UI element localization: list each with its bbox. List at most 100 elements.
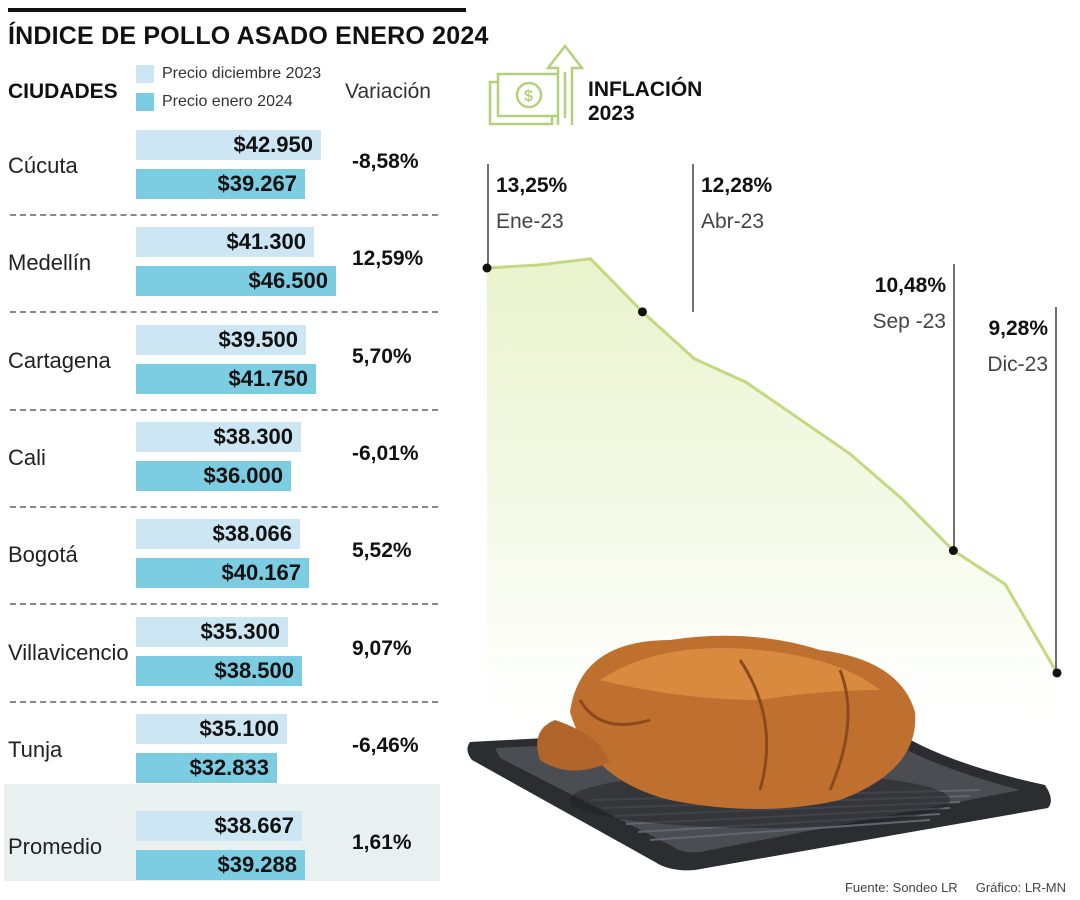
inflation-area-chart: 13,25% Ene-23 12,28% Abr-23 10,48% Sep -23 9,2… <box>467 43 1062 871</box>
bar-label-dec-2023: $39.500 <box>218 326 298 352</box>
bar-jan-2024: $41.750 <box>136 363 316 394</box>
legend-swatch-prev <box>136 65 154 83</box>
bar-label-jan-2024: $36.000 <box>203 462 283 488</box>
legend-item-prev: Precio diciembre 2023 <box>136 60 321 88</box>
city-label: Villavicencio <box>8 639 129 665</box>
bar-dec-2023: $38.300 <box>136 421 301 452</box>
annotation-point <box>1052 668 1062 678</box>
city-label: Cúcuta <box>8 153 78 178</box>
bar-jan-2024: $39.288 <box>136 850 305 881</box>
city-label: Cartagena <box>8 347 111 373</box>
inflation-title-line2: 2023 <box>588 102 635 125</box>
bar-jan-2024: $46.500 <box>136 266 336 297</box>
city-row: Tunja $35.100 $32.833 -6,46% <box>0 713 450 811</box>
chart-title: ÍNDICE DE POLLO ASADO ENERO 2024 <box>8 22 489 50</box>
source-text: Fuente: Sondeo LR <box>844 880 958 895</box>
annotation-point <box>482 263 492 273</box>
row-content: Bogotá $38.066 $40.167 5,52% <box>0 519 450 589</box>
chicken-crease <box>738 659 769 791</box>
row-divider <box>10 311 438 314</box>
variation-value: -6,01% <box>352 441 419 465</box>
city-row: Medellín $41.300 $46.500 12,59% <box>0 227 450 324</box>
bar-label-dec-2023: $35.300 <box>200 618 280 644</box>
bar-label-jan-2024: $46.500 <box>248 268 328 294</box>
legend-label-prev: Precio diciembre 2023 <box>162 65 322 82</box>
row-divider <box>10 505 438 508</box>
row-divider <box>10 408 438 411</box>
city-row: Cartagena $39.500 $41.750 5,70% <box>0 324 450 422</box>
legend-label-curr: Precio enero 2024 <box>162 93 293 110</box>
bar-label-jan-2024: $32.833 <box>189 754 269 780</box>
variation-value: -8,58% <box>352 150 419 173</box>
variation-value: -6,46% <box>352 733 419 757</box>
city-label: Cali <box>8 444 46 470</box>
roast-chicken-illustration <box>467 635 1051 871</box>
coin-circle <box>515 81 543 109</box>
chicken-crease <box>828 669 850 791</box>
bar-label-jan-2024: $41.750 <box>228 365 308 391</box>
row-content: Cali $38.300 $36.000 -6,01% <box>0 421 450 492</box>
row-divider <box>10 700 438 703</box>
inflation-area <box>487 258 1057 720</box>
chicken-highlight <box>600 648 880 700</box>
bar-dec-2023: $35.300 <box>136 616 288 647</box>
inflation-title-line1: INFLACIÓN <box>588 78 703 101</box>
annotation-label: Sep -23 <box>872 310 946 333</box>
annotation-point <box>948 546 958 556</box>
row-content: Cúcuta $42.950 $39.267 -8,58% <box>0 130 450 200</box>
chicken-crease <box>578 699 651 726</box>
variation-value: 12,59% <box>352 247 424 271</box>
variation-header: Variación <box>345 80 431 103</box>
bar-label-dec-2023: $38.066 <box>212 521 292 547</box>
bar-label-dec-2023: $35.100 <box>199 715 279 741</box>
variation-value: 5,70% <box>352 344 412 368</box>
row-divider <box>10 214 438 216</box>
variation-value: 5,52% <box>352 539 412 563</box>
tray-ridge <box>649 819 931 841</box>
annotation-label: Dic-23 <box>987 353 1048 376</box>
bar-dec-2023: $42.950 <box>136 130 321 160</box>
annotation-value: 10,48% <box>875 274 947 297</box>
source-note: Fuente: Sondeo LR Gráfico: LR-MN <box>845 880 1066 895</box>
row-content: Promedio $38.667 $39.288 1,61% <box>0 811 436 881</box>
annotation-label: Ene-23 <box>496 210 564 233</box>
bar-dec-2023: $39.500 <box>136 324 306 355</box>
bar-label-dec-2023: $41.300 <box>226 229 306 255</box>
annotation-label: Abr-23 <box>701 210 764 233</box>
dollar-sign: $ <box>524 88 533 105</box>
inflation-line <box>486 257 1059 674</box>
bar-jan-2024: $40.167 <box>136 558 309 589</box>
cities-header: CIUDADES <box>8 80 118 103</box>
average-row: Promedio $38.667 $39.288 1,61% <box>4 784 440 882</box>
bar-dec-2023: $41.300 <box>136 227 314 258</box>
row-content: Villavicencio $35.300 $38.500 9,07% <box>0 616 450 687</box>
legend-swatch-curr <box>136 93 154 111</box>
city-row: Cúcuta $42.950 $39.267 -8,58% <box>0 130 450 227</box>
annotation-value: 12,28% <box>701 174 773 197</box>
city-row: Villavicencio $35.300 $38.500 9,07% <box>0 616 450 714</box>
bar-dec-2023: $35.100 <box>136 713 287 744</box>
bar-dec-2023: $38.667 <box>136 811 302 842</box>
chicken-leg-left <box>537 720 610 771</box>
bar-label-dec-2023: $38.300 <box>213 423 293 449</box>
annotation-point <box>637 307 647 317</box>
bar-label-dec-2023: $42.950 <box>233 132 313 157</box>
variation-value: 1,61% <box>352 831 412 855</box>
city-label: Bogotá <box>8 542 78 568</box>
bar-label-jan-2024: $39.288 <box>217 852 297 878</box>
money-arrow-icon: $ <box>488 43 585 126</box>
bar-jan-2024: $36.000 <box>136 460 291 491</box>
bill-front <box>496 72 562 118</box>
bar-label-jan-2024: $40.167 <box>221 560 301 586</box>
credit-text: Gráfico: LR-MN <box>975 880 1066 895</box>
legend-item-curr: Precio enero 2024 <box>136 88 321 116</box>
city-row: Bogotá $38.066 $40.167 5,52% <box>0 519 450 616</box>
row-content: Cartagena $39.500 $41.750 5,70% <box>0 324 450 395</box>
bar-label-jan-2024: $38.500 <box>214 657 294 683</box>
bar-jan-2024: $38.500 <box>136 655 302 686</box>
inflation-title: INFLACIÓN 2023 <box>588 78 702 126</box>
variation-value: 9,07% <box>352 636 412 660</box>
bar-dec-2023: $38.066 <box>136 519 300 550</box>
annotation-value: 9,28% <box>988 317 1048 340</box>
row-divider <box>10 603 438 606</box>
